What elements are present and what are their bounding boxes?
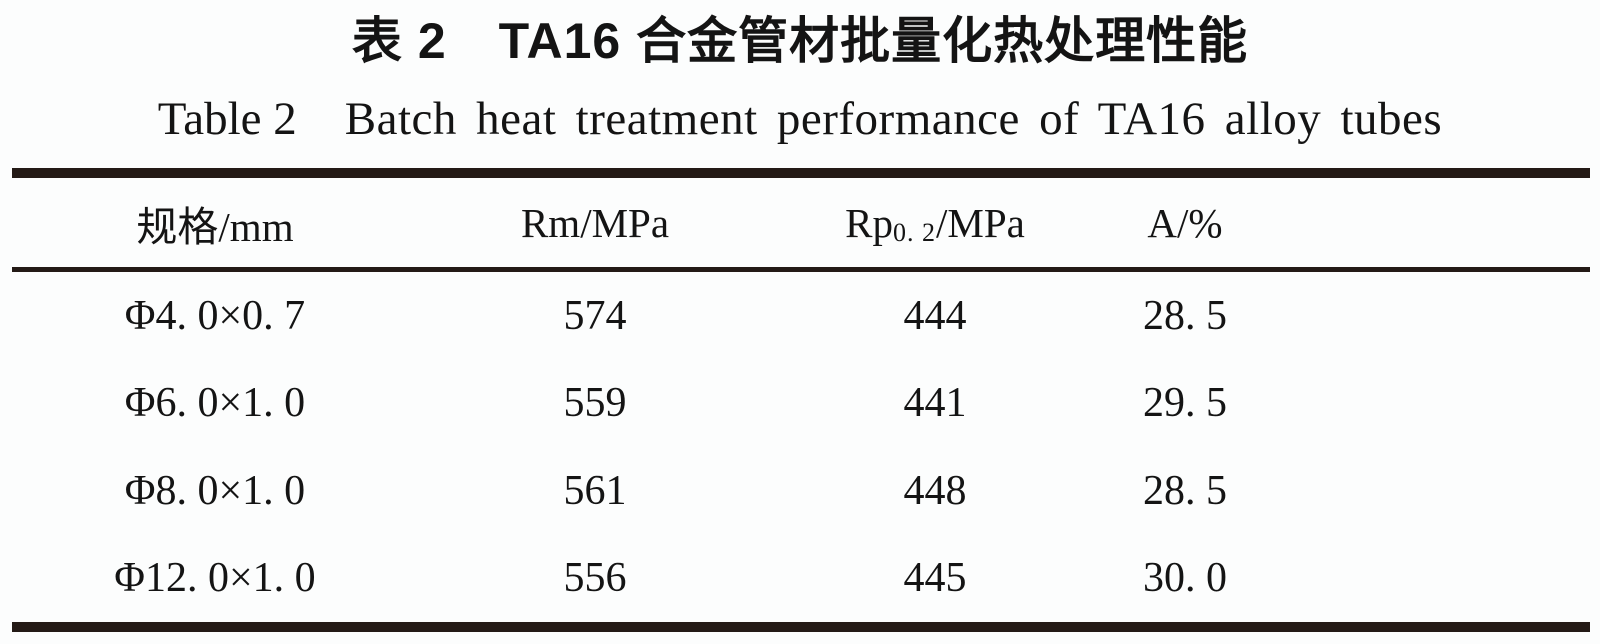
header-cell-spec: 规格/mm: [136, 203, 294, 250]
rp-unit: /MPa: [936, 199, 1025, 246]
rm-cell: 574: [563, 292, 627, 339]
rp02-cell: 444: [903, 292, 967, 339]
table-caption-zh-label: 表 2: [351, 13, 447, 69]
table-row: Φ8. 0×1. 0 561 448 28. 5: [0, 447, 1600, 535]
table-row: Φ4. 0×0. 7 574 444 28. 5: [0, 272, 1600, 360]
spec-cell: Φ4. 0×0. 7: [124, 292, 306, 339]
table-row: Φ12. 0×1. 0 556 445 30. 0: [0, 535, 1600, 623]
table-header-row: 规格/mm Rm/MPa Rp 0. 2/MPa A/%: [0, 178, 1600, 267]
spec-cell: Φ12. 0×1. 0: [114, 555, 316, 602]
header-cell-rp02: Rp 0. 2/MPa: [760, 178, 1110, 267]
rp02-cell: 445: [903, 555, 967, 602]
table-top-rule: [12, 168, 1590, 178]
table-caption-en-label: Table 2: [157, 93, 297, 145]
table-header-rule: [12, 267, 1590, 272]
table-caption-zh-text: TA16 合金管材批量化热处理性能: [498, 13, 1249, 69]
a-cell: 30. 0: [1143, 555, 1227, 602]
table-body: Φ4. 0×0. 7 574 444 28. 5 Φ6. 0×1. 0 559 …: [0, 272, 1600, 622]
rp02-cell: 448: [903, 467, 967, 514]
header-cell-a: A/%: [1147, 199, 1223, 246]
table-caption-en: Table 2 Batch heat treatment performance…: [0, 84, 1600, 154]
rm-cell: 556: [563, 555, 627, 602]
rp02-cell: 441: [903, 380, 967, 427]
rp-symbol: Rp: [845, 199, 893, 246]
spec-cell: Φ8. 0×1. 0: [124, 467, 306, 514]
rm-cell: 559: [563, 380, 627, 427]
header-cell-rm: Rm/MPa: [520, 199, 670, 246]
a-cell: 28. 5: [1143, 467, 1227, 514]
a-cell: 29. 5: [1143, 380, 1227, 427]
rm-cell: 561: [563, 467, 627, 514]
table-row: Φ6. 0×1. 0 559 441 29. 5: [0, 360, 1600, 448]
table-caption-zh: 表 2 TA16 合金管材批量化热处理性能: [0, 4, 1600, 70]
spec-cell: Φ6. 0×1. 0: [124, 380, 306, 427]
a-cell: 28. 5: [1143, 292, 1227, 339]
table-caption-en-text: Batch heat treatment performance of TA16…: [344, 93, 1443, 145]
rp-subscript: 0. 2: [893, 217, 936, 247]
table-bottom-rule: [12, 622, 1590, 632]
